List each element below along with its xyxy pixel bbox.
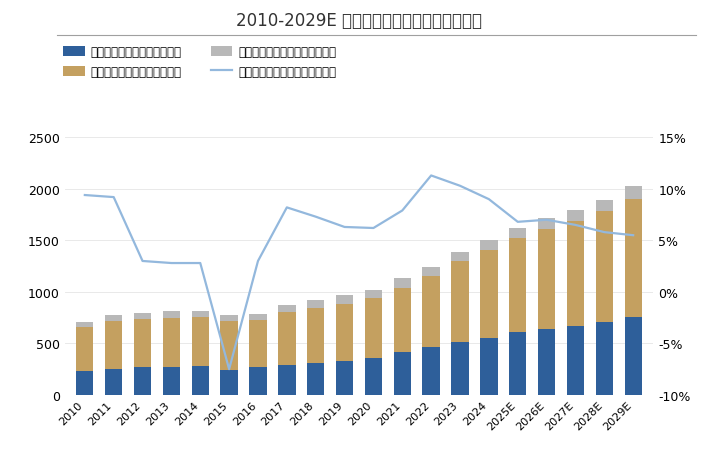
- Bar: [192, 312, 209, 317]
- Bar: [278, 305, 296, 313]
- Bar: [596, 211, 613, 322]
- Bar: [249, 367, 266, 395]
- Bar: [192, 366, 209, 395]
- Bar: [163, 367, 180, 395]
- Bar: [625, 187, 642, 199]
- Bar: [307, 363, 325, 395]
- Bar: [192, 317, 209, 366]
- Bar: [596, 200, 613, 211]
- Bar: [480, 250, 498, 338]
- Bar: [480, 338, 498, 395]
- Bar: [134, 319, 151, 367]
- Bar: [365, 298, 382, 358]
- Bar: [163, 318, 180, 367]
- Bar: [625, 199, 642, 317]
- Bar: [422, 268, 440, 277]
- Bar: [538, 229, 555, 329]
- Bar: [105, 369, 122, 395]
- Bar: [307, 308, 325, 363]
- Bar: [509, 238, 526, 332]
- Bar: [163, 312, 180, 318]
- Bar: [452, 253, 469, 261]
- Bar: [422, 347, 440, 395]
- Bar: [365, 290, 382, 298]
- Bar: [452, 343, 469, 395]
- Bar: [480, 241, 498, 250]
- Bar: [76, 371, 93, 395]
- Bar: [134, 367, 151, 395]
- Bar: [76, 328, 93, 371]
- Bar: [567, 327, 584, 395]
- Bar: [422, 277, 440, 347]
- Bar: [134, 313, 151, 319]
- Bar: [509, 332, 526, 395]
- Bar: [307, 300, 325, 308]
- Bar: [249, 320, 266, 367]
- Legend: 宠物猫食品销售额（亿美元）, 宠物犬食品销售额（亿美元）, 其他宠物食品销售额（亿美元）, 宠物食品总销售额同比（右轴）: 宠物猫食品销售额（亿美元）, 宠物犬食品销售额（亿美元）, 其他宠物食品销售额（…: [63, 46, 336, 79]
- Bar: [220, 316, 238, 321]
- Bar: [393, 288, 411, 352]
- Text: 2010-2029E 全球宠物食品行业销售额及增速: 2010-2029E 全球宠物食品行业销售额及增速: [236, 12, 482, 30]
- Bar: [278, 313, 296, 365]
- Bar: [538, 329, 555, 395]
- Bar: [249, 314, 266, 320]
- Bar: [278, 365, 296, 395]
- Bar: [336, 304, 353, 361]
- Bar: [393, 352, 411, 395]
- Bar: [452, 261, 469, 343]
- Bar: [393, 279, 411, 288]
- Bar: [567, 222, 584, 327]
- Bar: [105, 321, 122, 369]
- Bar: [336, 361, 353, 395]
- Bar: [220, 321, 238, 370]
- Bar: [509, 228, 526, 238]
- Bar: [567, 210, 584, 222]
- Bar: [336, 296, 353, 304]
- Bar: [105, 316, 122, 321]
- Bar: [365, 358, 382, 395]
- Bar: [76, 323, 93, 328]
- Bar: [220, 370, 238, 395]
- Bar: [596, 322, 613, 395]
- Bar: [538, 219, 555, 229]
- Bar: [625, 317, 642, 395]
